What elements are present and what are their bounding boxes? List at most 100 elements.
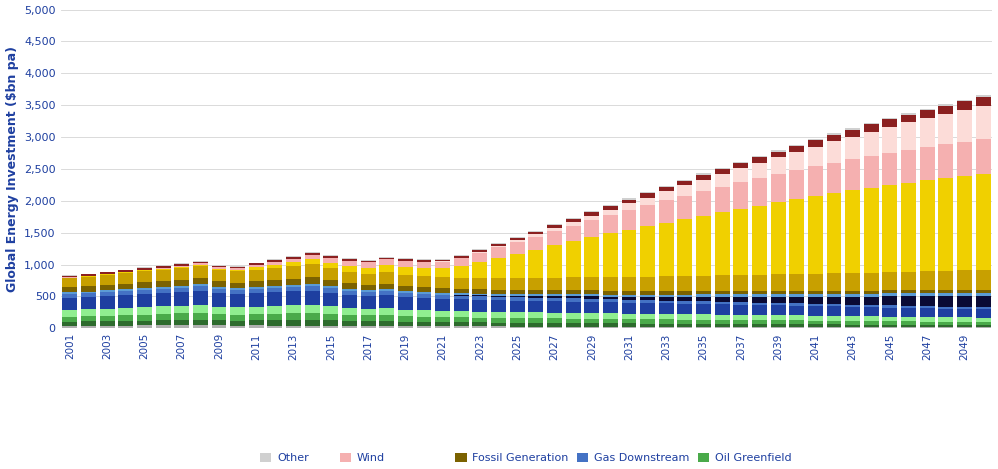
Bar [826,304,841,307]
Bar [193,284,208,286]
Bar [715,295,730,297]
Bar [212,287,227,289]
Bar [845,307,860,316]
Bar [398,286,413,291]
Bar [81,287,96,292]
Bar [640,295,655,297]
Bar [286,325,301,328]
Bar [826,325,841,327]
Bar [510,326,525,328]
Bar [510,294,525,296]
Bar [659,276,674,291]
Bar [304,291,319,305]
Bar [734,315,748,320]
Bar [491,289,506,294]
Bar [100,321,115,325]
Bar [864,272,879,291]
Bar [770,305,785,315]
Bar [808,327,822,328]
Bar [882,118,897,120]
Bar [826,135,841,141]
Bar [808,166,822,196]
Bar [435,326,450,328]
Bar [491,294,506,295]
Bar [584,299,599,302]
Bar [212,307,227,314]
Bar [566,323,581,326]
Bar [379,257,394,258]
Bar [603,296,618,299]
Bar [286,256,301,257]
Bar [491,318,506,323]
Bar [323,293,338,306]
Bar [603,323,618,327]
Bar [640,300,655,303]
Bar [566,326,581,328]
Bar [342,272,357,283]
Bar [752,275,766,291]
Bar [957,309,972,318]
Bar [864,294,879,296]
Bar [752,156,766,157]
Bar [398,297,413,310]
Bar [416,326,431,328]
Bar [976,308,991,309]
Bar [304,320,319,325]
Bar [901,308,916,317]
Bar [938,307,953,309]
Bar [584,295,599,296]
Bar [789,291,804,294]
Bar [360,260,375,261]
Bar [547,245,562,278]
Bar [603,295,618,296]
Bar [323,326,338,328]
Bar [472,250,487,252]
Bar [734,305,748,315]
Bar [119,315,134,321]
Bar [697,276,711,291]
Bar [379,258,394,259]
Bar [734,209,748,275]
Bar [882,290,897,294]
Bar [193,263,208,265]
Bar [640,314,655,319]
Bar [752,315,766,320]
Bar [416,292,431,294]
Bar [603,215,618,233]
Bar [398,322,413,326]
Bar [938,293,953,296]
Bar [622,198,637,199]
Bar [622,277,637,291]
Bar [267,262,282,265]
Bar [976,95,991,97]
Bar [63,278,78,287]
Bar [156,320,171,325]
Bar [734,324,748,327]
Bar [63,310,78,317]
Bar [175,313,190,320]
Bar [882,296,897,305]
Bar [379,259,394,265]
Bar [622,295,637,297]
Legend: Other, Nuclear, Hydrogen, Wind, Solar, Power Networks, Fossil Generation, Hydro,: Other, Nuclear, Hydrogen, Wind, Solar, P… [255,449,797,469]
Bar [659,200,674,223]
Bar [715,169,730,174]
Bar [510,238,525,240]
Bar [678,324,693,327]
Bar [304,259,319,265]
Bar [864,317,879,321]
Bar [566,219,581,222]
Bar [752,320,766,324]
Bar [920,296,935,306]
Bar [882,308,897,317]
Bar [697,174,711,180]
Bar [659,223,674,276]
Bar [752,324,766,327]
Bar [584,327,599,328]
Bar [249,307,263,314]
Bar [659,295,674,297]
Bar [249,320,263,325]
Bar [528,278,543,290]
Bar [622,204,637,210]
Bar [267,280,282,286]
